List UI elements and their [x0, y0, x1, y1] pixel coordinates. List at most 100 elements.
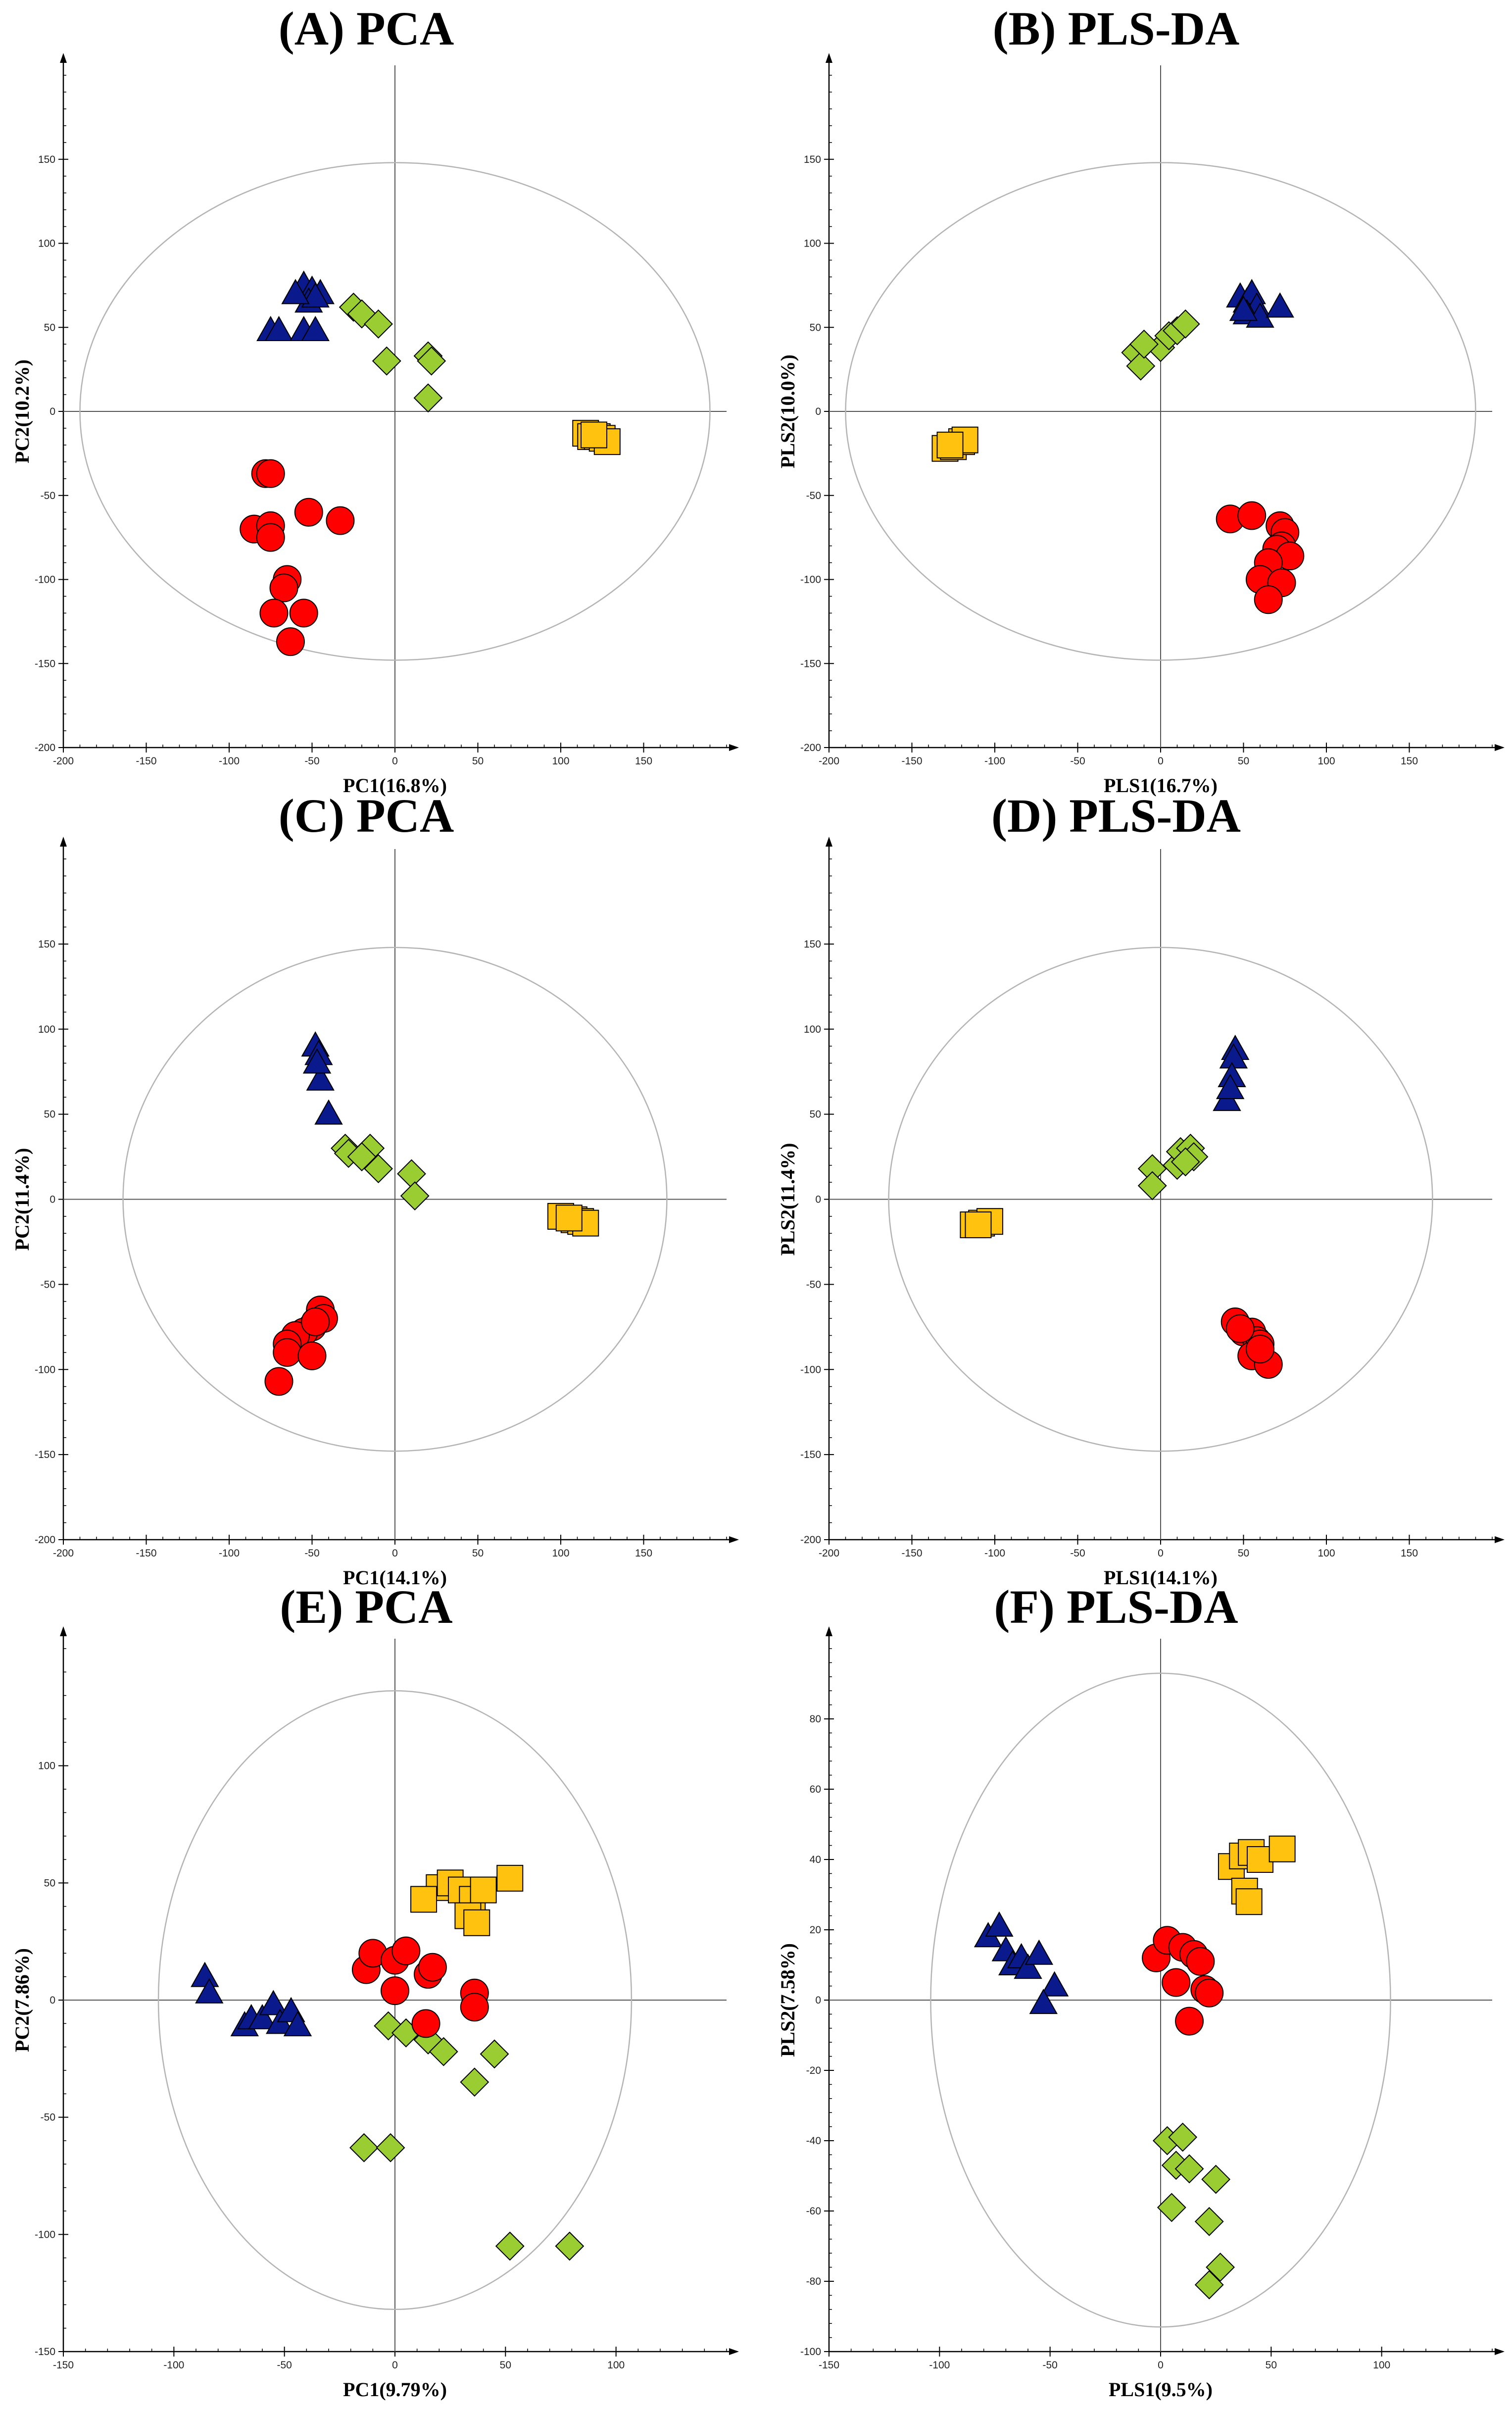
x-tick-label: -100 [984, 1548, 1005, 1559]
x-axis-arrow [1495, 744, 1505, 751]
y-tick-label: 20 [810, 1924, 821, 1936]
y-tick-label: 80 [810, 1713, 821, 1725]
x-tick-label: 50 [1266, 2360, 1277, 2371]
circle-point [273, 1338, 302, 1367]
triangle-point [1014, 1954, 1042, 1979]
y-tick-label: 40 [810, 1854, 821, 1865]
diamond-point [1194, 2207, 1224, 2236]
x-tick-label: -100 [984, 755, 1005, 767]
diamond-point [1126, 351, 1156, 381]
circle-point [326, 506, 355, 535]
y-tick-label: -40 [806, 2135, 821, 2147]
y-axis-title: PC2(7.86%) [11, 1948, 33, 2052]
x-tick-label: 100 [552, 1548, 569, 1559]
chart-panel-1: (B) PLS-DA -200 -150 -100 -50 0 50 100 150 -200 -1… [777, 2, 1505, 797]
y-axis-title: PC2(11.4%) [11, 1148, 33, 1251]
x-tick-label: -100 [219, 755, 240, 767]
triangle-point [191, 1961, 219, 1987]
diamond-point [1201, 2164, 1231, 2194]
triangle-point [1029, 1989, 1058, 2014]
y-tick-label: 50 [44, 322, 55, 333]
y-axis-arrow [826, 837, 832, 847]
chart-panel-2: (C) PCA -200 -150 -100 -50 0 50 100 150 -200 -150 -… [11, 789, 739, 1589]
circle-point [460, 1993, 489, 2022]
y-axis-title: PLS2(11.4%) [777, 1143, 799, 1256]
x-tick-label: -150 [901, 1548, 922, 1559]
circle-point [269, 573, 298, 603]
x-tick-label: 100 [607, 2360, 625, 2371]
chart-title: (E) PCA [280, 1580, 452, 1633]
y-tick-label: -50 [41, 1279, 55, 1290]
triangle-point [301, 282, 330, 308]
y-tick-label: -150 [35, 2346, 55, 2358]
confidence-ellipse [888, 947, 1433, 1452]
y-tick-label: -150 [35, 1449, 55, 1460]
y-tick-label: -100 [800, 2346, 821, 2358]
chart-panel-4: (E) PCA -150 -100 -50 0 50 100 -150 -100 -50 0 50 10… [11, 1580, 739, 2401]
diamond-point [374, 2011, 403, 2041]
y-tick-label: -50 [806, 1279, 821, 1290]
confidence-ellipse [122, 947, 668, 1452]
x-tick-label: 100 [1317, 755, 1335, 767]
chart-title: (B) PLS-DA [993, 2, 1240, 55]
y-tick-label: -100 [35, 574, 55, 586]
circle-point [1237, 501, 1267, 530]
y-tick-label: -200 [800, 742, 821, 753]
chart-title: (C) PCA [279, 789, 454, 842]
x-tick-label: 50 [1238, 1548, 1249, 1559]
y-tick-label: -100 [800, 1364, 821, 1375]
x-axis-arrow [729, 1536, 739, 1543]
triangle-point [1040, 1971, 1069, 1997]
x-axis-title: PC1(16.8%) [343, 774, 447, 797]
x-tick-label: 0 [1158, 2360, 1164, 2371]
triangle-point [1229, 296, 1258, 321]
diamond-point [1157, 2193, 1186, 2222]
diamond-point [397, 1159, 426, 1189]
circle-point [301, 1307, 330, 1336]
y-tick-label: 100 [38, 238, 55, 250]
triangle-point [259, 1990, 288, 2015]
y-tick-label: 50 [44, 1109, 55, 1120]
circle-point [289, 599, 318, 628]
y-tick-label: -20 [806, 2065, 821, 2076]
x-tick-label: 100 [1317, 1548, 1335, 1559]
circle-point [1246, 1335, 1274, 1363]
y-tick-label: 0 [815, 1995, 821, 2006]
x-tick-label: 150 [1401, 1548, 1418, 1559]
circle-point [1225, 1314, 1255, 1343]
y-tick-label: 0 [815, 1194, 821, 1206]
y-tick-label: 60 [810, 1784, 821, 1795]
x-tick-label: -200 [53, 1548, 74, 1559]
x-tick-label: 0 [1158, 755, 1164, 767]
diamond-point [1206, 2253, 1235, 2282]
circle-point [418, 1953, 447, 1982]
y-axis-title: PLS2(10.0%) [777, 354, 799, 468]
x-tick-label: 100 [1373, 2360, 1390, 2371]
diamond-point [364, 1154, 393, 1184]
triangle-point [281, 279, 310, 304]
triangle-point [314, 1099, 343, 1125]
y-tick-label: -50 [41, 2112, 55, 2123]
y-tick-label: 100 [38, 1760, 55, 1772]
x-axis-title: PLS1(9.5%) [1109, 2378, 1213, 2401]
circle-point [294, 498, 323, 527]
square-point [965, 1211, 992, 1239]
square-point [581, 421, 607, 449]
square-point [1268, 1835, 1296, 1862]
y-axis-arrow [60, 837, 67, 847]
diamond-point [1171, 1147, 1200, 1177]
diamond-point [1137, 1171, 1167, 1201]
x-tick-label: -50 [1070, 755, 1085, 767]
x-axis-title: PLS1(16.7%) [1104, 774, 1218, 797]
triangle-point [283, 2011, 312, 2037]
diamond-point [1168, 2122, 1198, 2152]
square-point [470, 1876, 497, 1904]
x-tick-label: 150 [1401, 755, 1418, 767]
y-tick-label: -150 [35, 658, 55, 669]
circle-point [256, 523, 285, 552]
x-axis-arrow [1495, 1536, 1505, 1543]
diamond-point [555, 2231, 585, 2261]
diamond-point [429, 2037, 458, 2066]
x-tick-label: -200 [819, 755, 839, 767]
